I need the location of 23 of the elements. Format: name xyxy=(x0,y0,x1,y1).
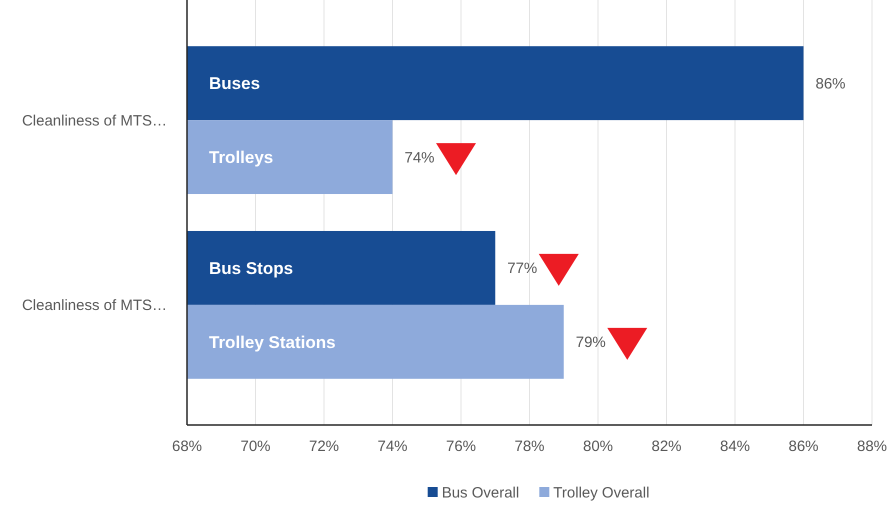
x-tick-label: 84% xyxy=(720,438,750,455)
y-tick-label: Cleanliness of MTS… xyxy=(22,297,167,314)
annotation: Buses xyxy=(209,74,260,94)
data-label: 79% xyxy=(576,334,606,352)
x-tick-label: 80% xyxy=(582,438,614,455)
annotation: Trolley Stations xyxy=(209,332,336,352)
y-tick-label: Cleanliness of MTS… xyxy=(22,112,167,130)
x-tick-label: 78% xyxy=(514,438,545,455)
x-tick-label: 68% xyxy=(172,438,202,455)
x-tick-label: 76% xyxy=(446,438,476,455)
x-tick-label: 88% xyxy=(856,438,888,455)
x-tick-label: 70% xyxy=(240,438,271,455)
data-label: 86% xyxy=(816,75,846,92)
legend-label: Trolley Overall xyxy=(553,484,650,502)
annotation: Bus Stops xyxy=(209,258,294,278)
x-tick-label: 72% xyxy=(308,438,340,455)
x-tick-label: 82% xyxy=(651,438,682,455)
x-tick-label: 86% xyxy=(788,438,819,455)
data-label: 74% xyxy=(404,149,435,166)
annotation: Trolleys xyxy=(209,148,274,168)
x-tick-label: 74% xyxy=(377,438,408,455)
legend-label: Bus Overall xyxy=(442,484,520,502)
data-label: 77% xyxy=(507,260,538,278)
